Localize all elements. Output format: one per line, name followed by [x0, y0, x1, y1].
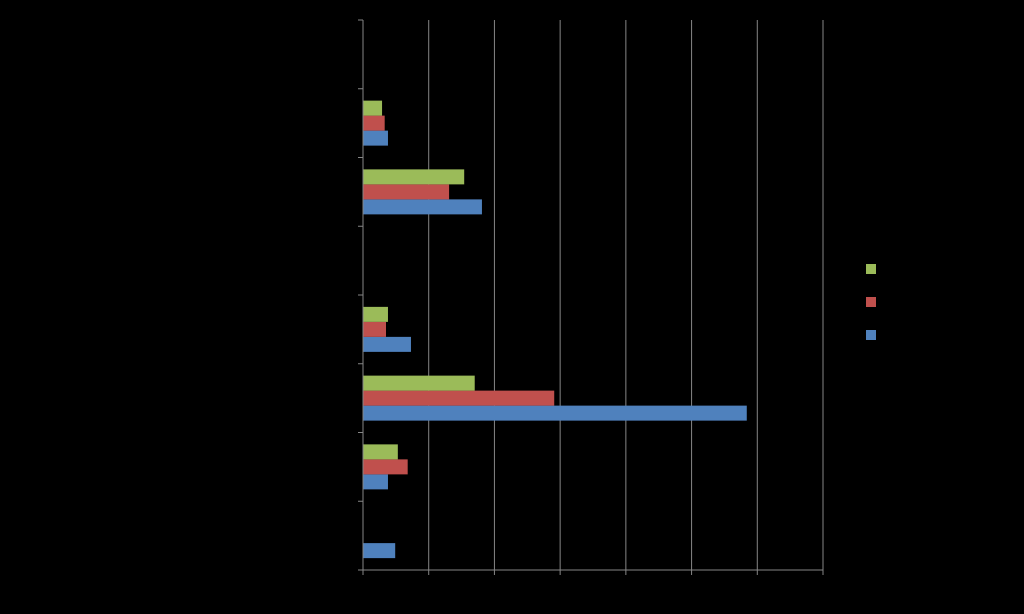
bar [363, 375, 475, 391]
bar [363, 336, 411, 352]
bar [363, 321, 386, 337]
bars [363, 100, 747, 559]
bar [363, 459, 408, 475]
bar [363, 444, 398, 460]
bar [363, 405, 747, 421]
bar [363, 474, 388, 490]
bar [363, 100, 383, 116]
bar [363, 199, 482, 215]
legend-swatch [866, 297, 876, 307]
bar [363, 115, 385, 131]
bar [363, 543, 396, 559]
axes [358, 19, 824, 575]
bar [363, 130, 388, 146]
legend [866, 264, 876, 340]
bar [363, 169, 465, 185]
legend-swatch [866, 330, 876, 340]
bar [363, 306, 388, 322]
bar [363, 390, 555, 406]
bar [363, 184, 450, 200]
legend-swatch [866, 264, 876, 274]
